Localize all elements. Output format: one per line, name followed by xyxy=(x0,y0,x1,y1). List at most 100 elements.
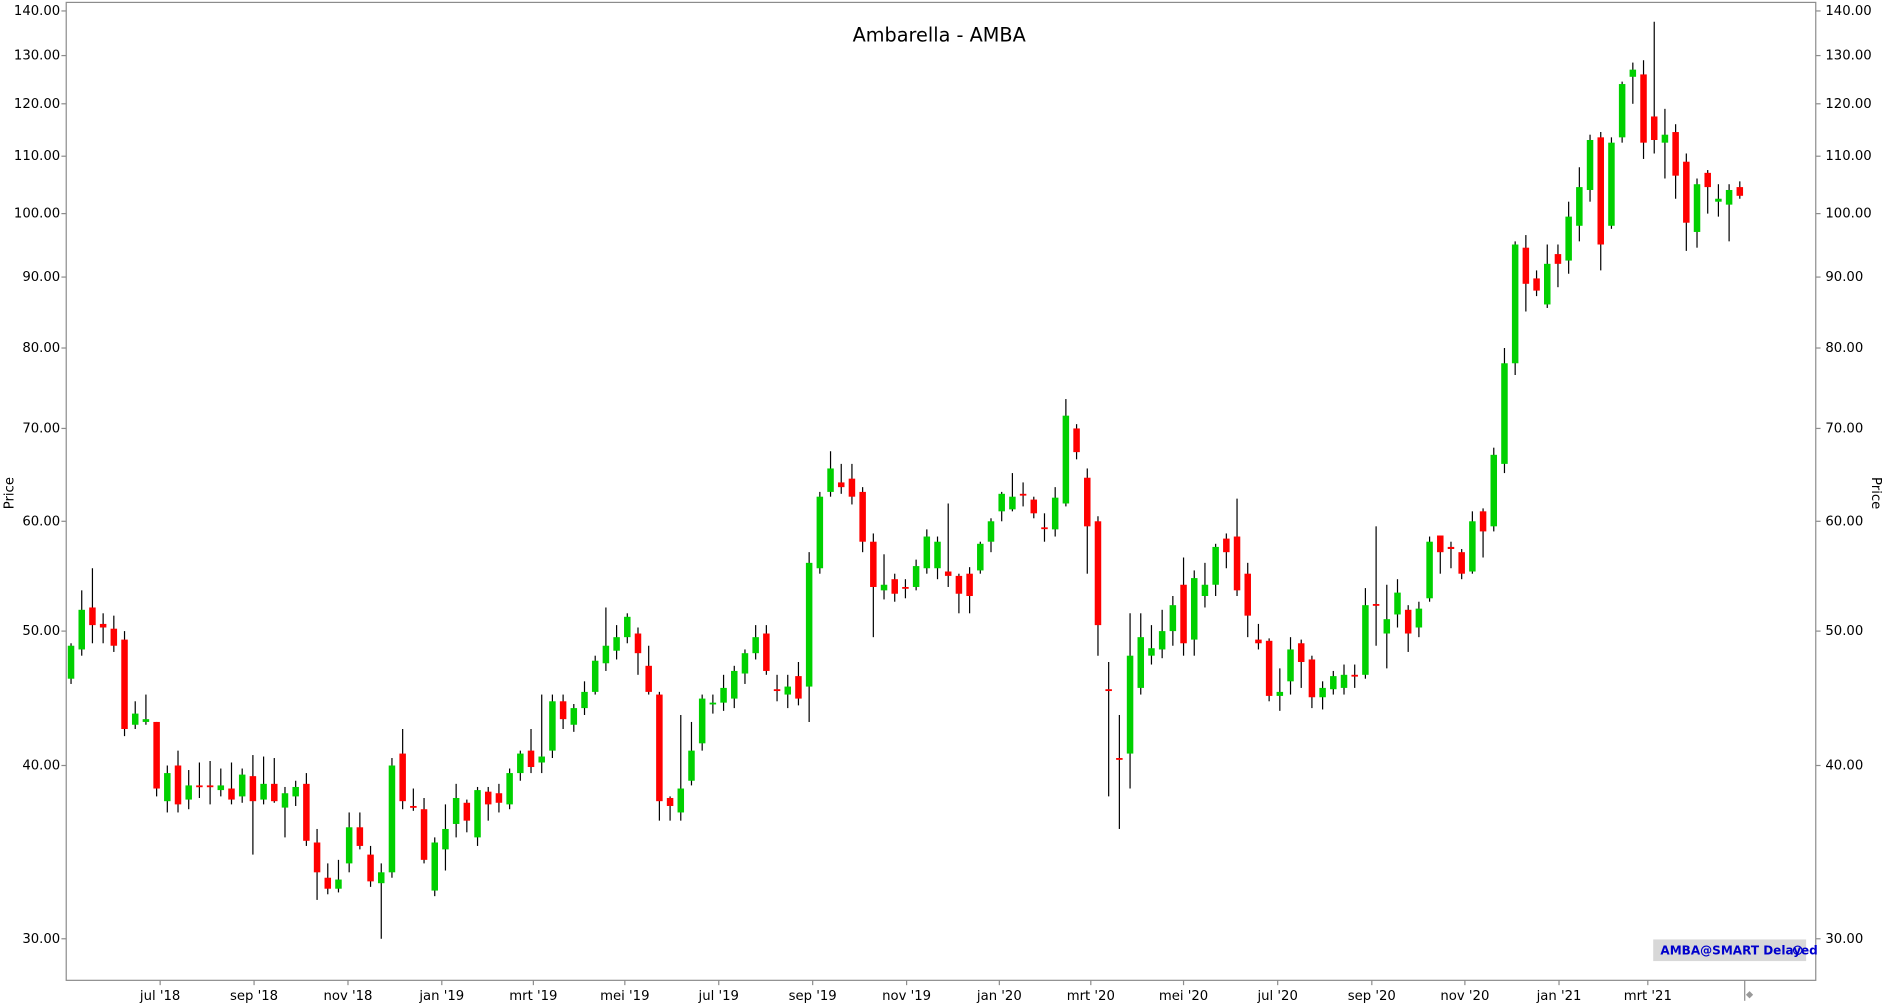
candle-body xyxy=(1030,499,1038,514)
candle-body xyxy=(1330,676,1337,690)
candle-body xyxy=(1640,74,1647,143)
candle-body xyxy=(1533,278,1540,291)
candle-body xyxy=(570,708,578,725)
candle-body xyxy=(591,660,599,692)
candle-body xyxy=(1148,648,1155,656)
candle-body xyxy=(345,827,353,864)
candle-body xyxy=(1586,139,1594,190)
candle-body xyxy=(1447,546,1455,550)
candle-body xyxy=(1169,605,1177,632)
candle-body xyxy=(1297,643,1305,662)
candle-body xyxy=(870,541,877,587)
candle-body xyxy=(67,645,75,679)
candle-body xyxy=(998,493,1005,512)
candle-body xyxy=(1362,605,1369,675)
candle-body xyxy=(1501,363,1508,464)
candle-body xyxy=(1084,477,1091,527)
candle-body xyxy=(720,687,727,703)
candle-body xyxy=(131,713,139,725)
y-tick-label: 120.00 xyxy=(14,97,60,112)
candle-body xyxy=(859,491,866,542)
candle-body xyxy=(891,579,898,594)
candle-body xyxy=(1116,758,1123,760)
candle-body xyxy=(164,773,171,802)
candle-body xyxy=(238,774,246,797)
candle-body xyxy=(1426,541,1433,599)
candle-body xyxy=(934,541,941,569)
candle-body xyxy=(153,721,160,789)
candle-body xyxy=(442,828,449,850)
y-axis-label: Price xyxy=(3,477,18,509)
candle-body xyxy=(613,637,620,651)
candle-body xyxy=(763,633,770,671)
candle-body xyxy=(741,653,749,674)
candle-body xyxy=(463,802,471,821)
candle-body xyxy=(388,765,396,873)
candle-body xyxy=(303,783,310,841)
candle-body xyxy=(431,842,438,891)
candle-body xyxy=(1351,674,1358,677)
candle-body xyxy=(1394,592,1401,615)
candle-body xyxy=(987,521,995,542)
y-tick-label: 110.00 xyxy=(14,149,60,164)
candle-body xyxy=(313,842,321,873)
y-tick-label: 50.00 xyxy=(22,624,60,639)
candle-body xyxy=(1308,659,1316,698)
candle-body xyxy=(378,872,385,884)
candle-body xyxy=(784,686,792,695)
x-tick-label: jan '20 xyxy=(976,989,1022,1004)
x-tick-label: jul '19 xyxy=(698,989,739,1004)
candle-body xyxy=(527,750,535,768)
candle-body xyxy=(474,790,481,838)
candle-body xyxy=(549,701,556,751)
candle-body xyxy=(1458,552,1465,574)
candle-body xyxy=(1715,198,1722,202)
candle-body xyxy=(923,536,931,569)
candle-body xyxy=(89,607,96,626)
candle-body xyxy=(805,562,813,687)
candle-body xyxy=(634,633,642,654)
candle-body xyxy=(1554,254,1562,264)
y-tick-label-right: 140.00 xyxy=(1825,4,1871,19)
candle-body xyxy=(1051,497,1059,530)
badge-icon xyxy=(1792,945,1803,956)
x-tick-label: jul '20 xyxy=(1256,989,1297,1004)
x-tick-label: mei '20 xyxy=(1159,989,1208,1004)
candle-body xyxy=(709,702,717,705)
candle-body xyxy=(827,468,834,492)
candle-body xyxy=(1736,187,1744,196)
candle-body xyxy=(110,628,118,646)
candle-body xyxy=(174,765,182,805)
candle-body xyxy=(1041,527,1048,530)
candle-body xyxy=(1190,578,1198,640)
x-tick-label: sep '19 xyxy=(789,989,837,1004)
scroll-handle xyxy=(1745,991,1754,999)
badge: AMBA@SMART Delayed xyxy=(1660,943,1817,957)
y-tick-label: 60.00 xyxy=(22,514,60,529)
candle-body xyxy=(260,783,267,800)
candle-body xyxy=(966,573,973,597)
candle-body xyxy=(228,788,235,800)
chart-title: Ambarella - AMBA xyxy=(853,24,1027,47)
candle-body xyxy=(1565,216,1572,261)
x-tick-label: sep '18 xyxy=(230,989,278,1004)
candle-body xyxy=(902,586,909,589)
y-tick-label-right: 100.00 xyxy=(1825,207,1871,222)
candle-body xyxy=(142,719,150,722)
candle-body xyxy=(1105,689,1112,692)
candle-body xyxy=(292,786,299,797)
candle-body xyxy=(399,753,406,802)
x-tick-label: sep '20 xyxy=(1348,989,1396,1004)
candle-body xyxy=(1340,674,1348,688)
candle-body xyxy=(1683,161,1690,223)
candle-body xyxy=(1265,640,1273,696)
candle-body xyxy=(1158,631,1166,650)
candle-body xyxy=(837,482,845,488)
candle-body xyxy=(1693,184,1701,232)
candle-body xyxy=(356,827,364,846)
candle-body xyxy=(1062,415,1070,504)
candle-body xyxy=(880,584,888,591)
candle-body xyxy=(1009,496,1016,510)
candle-body xyxy=(1469,521,1476,572)
